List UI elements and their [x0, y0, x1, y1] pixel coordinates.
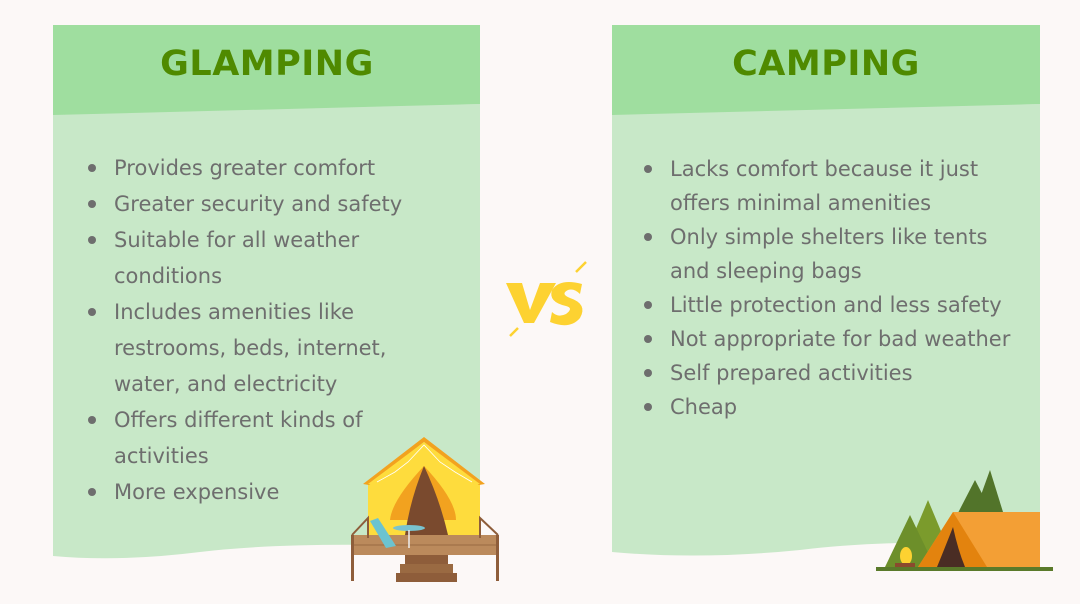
camping-title: CAMPING — [732, 44, 920, 84]
list-item: Cheap — [642, 390, 1032, 424]
camping-panel-header — [612, 25, 1040, 115]
list-item: Lacks comfort because it just offers min… — [642, 152, 1032, 220]
list-item: Little protection and less safety — [642, 288, 1032, 322]
list-item: Not appropriate for bad weather — [642, 322, 1032, 356]
glamping-tent-on-deck-icon — [351, 437, 499, 582]
list-item: Greater security and safety — [86, 186, 446, 222]
list-item: More expensive — [86, 474, 446, 510]
list-item: Suitable for all weather conditions — [86, 222, 446, 294]
list-item: Only simple shelters like tents and slee… — [642, 220, 1032, 288]
glamping-panel-body — [53, 104, 480, 559]
list-item: Offers different kinds of activities — [86, 402, 446, 474]
glamping-panel-header — [53, 25, 480, 115]
vs-icon — [506, 261, 587, 337]
list-item: Self prepared activities — [642, 356, 1032, 390]
camping-tent-forest-icon — [876, 470, 1053, 571]
list-item: Provides greater comfort — [86, 150, 446, 186]
camping-list: Lacks comfort because it just offers min… — [642, 152, 1032, 424]
glamping-title: GLAMPING — [160, 44, 374, 84]
list-item: Includes amenities like restrooms, beds,… — [86, 294, 446, 402]
glamping-list: Provides greater comfort Greater securit… — [86, 150, 446, 510]
camping-panel-body — [612, 104, 1040, 556]
